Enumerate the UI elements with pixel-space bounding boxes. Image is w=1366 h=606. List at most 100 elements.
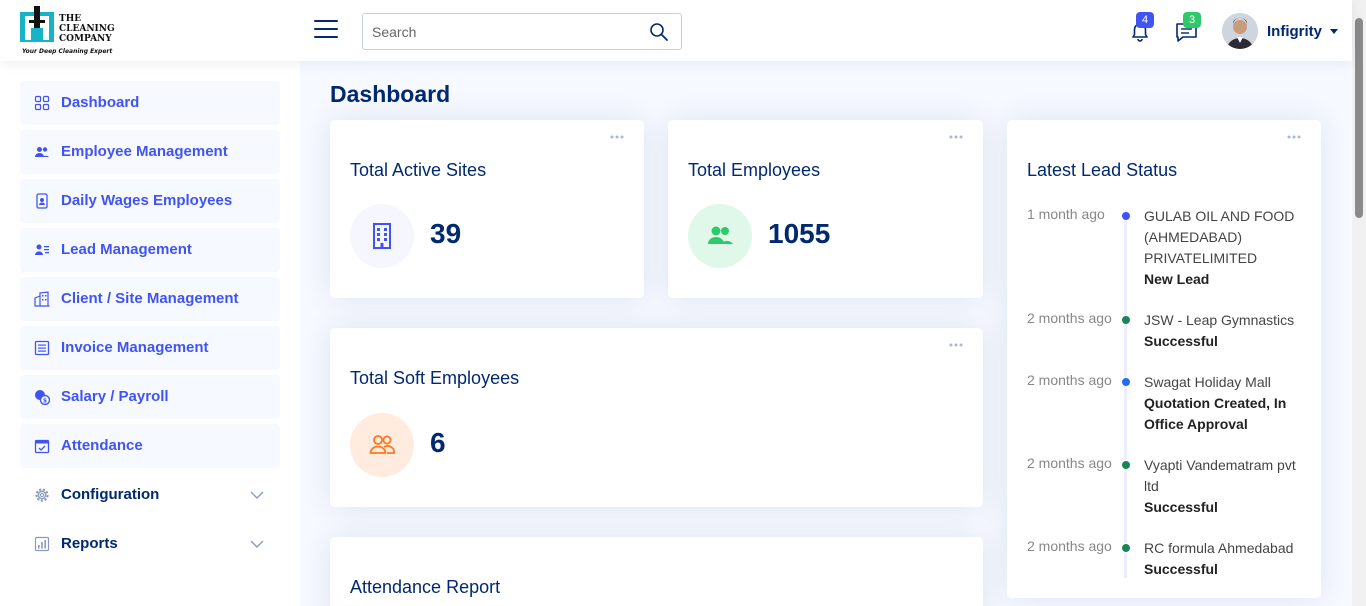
- timeline-content: GULAB OIL AND FOOD (AHMEDABAD) PRIVATELI…: [1144, 206, 1309, 290]
- status-dot-icon: [1121, 377, 1131, 387]
- sidebar-item-invoice-management[interactable]: Invoice Management: [20, 326, 280, 370]
- sidebar-item-employee-management[interactable]: Employee Management: [20, 130, 280, 174]
- card-value: 6: [430, 427, 446, 458]
- sidebar-item-label: Configuration: [61, 486, 160, 503]
- people-outline-icon: [369, 435, 395, 454]
- bar-chart-icon: [34, 536, 50, 552]
- card-icon-circle: [688, 204, 752, 268]
- sidebar-item-attendance[interactable]: Attendance: [20, 424, 280, 468]
- coins-icon: $: [35, 390, 50, 405]
- lead-status: New Lead: [1144, 271, 1210, 287]
- avatar-image: [1222, 13, 1258, 49]
- sidebar: Dashboard Employee Management Daily Wage…: [0, 61, 300, 606]
- top-header: THE CLEANING COMPANY Your Deep Cleaning …: [0, 0, 1352, 61]
- sidebar-item-label: Client / Site Management: [61, 290, 239, 307]
- buildings-icon: [34, 291, 50, 307]
- lead-status: Successful: [1144, 561, 1218, 577]
- timeline-content: Swagat Holiday Mall Quotation Created, I…: [1144, 372, 1309, 435]
- timeline-content: JSW - Leap Gymnastics Successful: [1144, 310, 1309, 352]
- page-title: Dashboard: [330, 81, 451, 107]
- more-options-icon[interactable]: [610, 134, 624, 140]
- messages-button[interactable]: 3: [1174, 12, 1201, 44]
- status-dot-icon: [1121, 543, 1131, 553]
- sidebar-item-label: Dashboard: [61, 94, 140, 111]
- status-dot-icon: [1121, 460, 1131, 470]
- logo-mark-icon: [20, 6, 54, 42]
- lead-name: Vyapti Vandematram pvt ltd: [1144, 457, 1296, 494]
- menu-line: [314, 20, 338, 22]
- sidebar-item-daily-wages-employees[interactable]: Daily Wages Employees: [20, 179, 280, 223]
- timeline-time: 2 months ago: [1027, 538, 1112, 554]
- timeline-content: Vyapti Vandematram pvt ltd Successful: [1144, 455, 1309, 518]
- timeline-line: [1124, 212, 1127, 578]
- user-name: Infigrity: [1267, 23, 1322, 40]
- logo-wordmark: THE CLEANING COMPANY: [59, 14, 115, 44]
- card-value: 1055: [768, 218, 831, 249]
- timeline-time: 2 months ago: [1027, 455, 1112, 471]
- card-icon-circle: [350, 413, 414, 477]
- sidebar-item-label: Invoice Management: [61, 339, 209, 356]
- logo-tagline: Your Deep Cleaning Expert: [22, 48, 113, 55]
- lead-status: Successful: [1144, 333, 1218, 349]
- people-fill-icon: [708, 226, 733, 244]
- building-icon: [373, 223, 391, 249]
- sidebar-item-label: Attendance: [61, 437, 143, 454]
- lead-name: GULAB OIL AND FOOD (AHMEDABAD) PRIVATELI…: [1144, 208, 1295, 266]
- more-options-icon[interactable]: [1287, 134, 1301, 140]
- calendar-check-icon: [34, 439, 50, 454]
- people-icon: [35, 147, 49, 157]
- scrollbar-thumb[interactable]: [1355, 18, 1363, 218]
- timeline-time: 2 months ago: [1027, 372, 1112, 388]
- card-value: 39: [430, 218, 462, 249]
- document-icon: [34, 340, 50, 356]
- gear-icon: [35, 488, 49, 502]
- avatar: [1222, 13, 1258, 49]
- sidebar-toggle-button[interactable]: [314, 20, 338, 42]
- attendance-report-card: Attendance Report: [330, 537, 983, 606]
- total-active-sites-card: Total Active Sites 39: [330, 120, 644, 298]
- total-soft-employees-card: Total Soft Employees 6: [330, 328, 983, 507]
- card-icon-circle: [350, 204, 414, 268]
- latest-lead-status-card: Latest Lead Status 1 month ago GULAB OIL…: [1007, 120, 1321, 598]
- lead-status: Successful: [1144, 499, 1218, 515]
- sidebar-item-client-site-management[interactable]: Client / Site Management: [20, 277, 280, 321]
- lead-name: JSW - Leap Gymnastics: [1144, 312, 1295, 328]
- person-lines-icon: [35, 244, 49, 255]
- lead-status: Quotation Created, In Office Approval: [1144, 395, 1287, 432]
- card-title: Latest Lead Status: [1027, 160, 1178, 180]
- grid-icon: [34, 95, 50, 111]
- timeline-time: 1 month ago: [1027, 206, 1105, 222]
- notifications-count-badge: 4: [1136, 12, 1154, 28]
- more-options-icon[interactable]: [949, 134, 963, 140]
- card-title: Total Active Sites: [350, 160, 487, 180]
- page-scrollbar[interactable]: [1352, 0, 1366, 606]
- timeline-content: RC formula Ahmedabad Successful: [1144, 538, 1309, 580]
- sidebar-item-label: Reports: [61, 535, 118, 552]
- sidebar-item-label: Daily Wages Employees: [61, 192, 233, 209]
- sidebar-item-label: Employee Management: [61, 143, 228, 160]
- notifications-button[interactable]: 4: [1127, 12, 1154, 44]
- sidebar-item-salary-payroll[interactable]: $ Salary / Payroll: [20, 375, 280, 419]
- timeline-time: 2 months ago: [1027, 310, 1112, 326]
- more-options-icon[interactable]: [949, 342, 963, 348]
- chevron-down-icon: [250, 540, 264, 548]
- lead-name: RC formula Ahmedabad: [1144, 540, 1294, 556]
- status-dot-icon: [1121, 211, 1131, 221]
- search-bar: [362, 13, 682, 50]
- sidebar-item-configuration[interactable]: Configuration: [20, 473, 280, 517]
- svg-text:$: $: [43, 398, 47, 405]
- sidebar-item-lead-management[interactable]: Lead Management: [20, 228, 280, 272]
- total-employees-card: Total Employees 1055: [668, 120, 983, 298]
- company-logo[interactable]: THE CLEANING COMPANY Your Deep Cleaning …: [19, 6, 129, 58]
- menu-line: [314, 28, 338, 30]
- sidebar-item-reports[interactable]: Reports: [20, 522, 280, 566]
- sidebar-item-dashboard[interactable]: Dashboard: [20, 81, 280, 125]
- search-icon[interactable]: [649, 22, 669, 42]
- status-dot-icon: [1121, 315, 1131, 325]
- lead-name: Swagat Holiday Mall: [1144, 374, 1271, 390]
- search-input[interactable]: [363, 14, 643, 49]
- menu-line: [314, 36, 338, 38]
- person-badge-icon: [36, 193, 48, 209]
- card-title: Total Employees: [688, 160, 821, 180]
- sidebar-item-label: Lead Management: [61, 241, 192, 258]
